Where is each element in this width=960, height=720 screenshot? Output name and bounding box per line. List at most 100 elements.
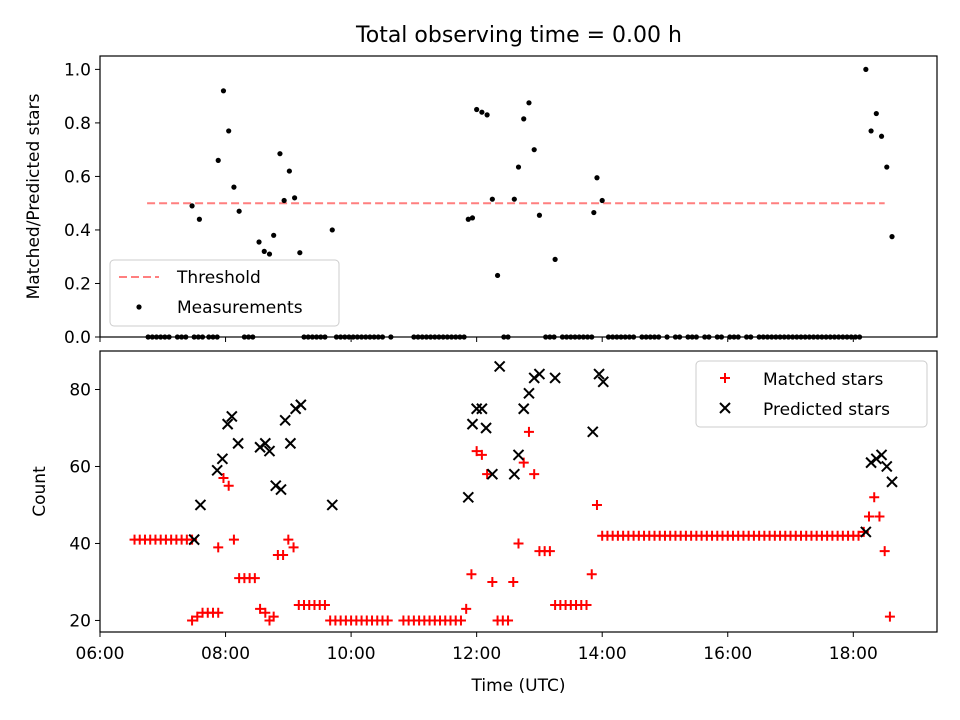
y-tick-label: 60 [69, 457, 91, 477]
x-axis-label: Time (UTC) [471, 676, 566, 696]
predicted-star-point [462, 491, 474, 503]
y-tick-label: 20 [69, 611, 91, 631]
x-tick-label: 18:00 [829, 644, 878, 664]
matched-star-point [255, 603, 266, 614]
predicted-star-point [263, 445, 276, 457]
measurement-point [292, 195, 298, 201]
predicted-star-point [279, 414, 291, 426]
predicted-star-point [508, 468, 521, 480]
measurement-point [863, 66, 869, 72]
x-tick-label: 06:00 [76, 644, 125, 664]
matched-star-point [278, 550, 289, 561]
legend-threshold-label: Threshold [176, 268, 261, 288]
legend-predicted-swatch [719, 402, 731, 414]
matched-star-point [218, 473, 229, 484]
measurement-point [521, 116, 527, 122]
legend-measurement-swatch [136, 304, 142, 310]
matched-star-point [581, 600, 592, 611]
measurement-point [515, 164, 522, 170]
matched-star-point [586, 569, 597, 580]
predicted-star-point [284, 437, 297, 450]
matched-star-point [508, 576, 519, 587]
y-axis-label: Matched/Predicted stars [24, 93, 44, 299]
y-tick-label: 0.4 [64, 221, 91, 241]
legend-predicted-label: Predicted stars [763, 400, 890, 420]
legend-matched-swatch [720, 373, 730, 383]
predicted-star-point [549, 372, 561, 384]
plot-frame [99, 55, 938, 338]
measurement-point [526, 100, 532, 106]
measurement-point [531, 147, 537, 153]
predicted-star-point [295, 399, 307, 411]
measurement-point [511, 196, 517, 202]
measurement-point [231, 184, 237, 190]
y-axis-label: Count [30, 466, 50, 517]
predicted-star-point [232, 437, 244, 450]
measurement-point [189, 203, 195, 209]
x-tick-label: 08:00 [201, 644, 250, 664]
measurement-point [591, 209, 597, 216]
ratio-plot: 0.0 0.2 0.4 0.6 0.8 1.0 Matched/Predicted star… [24, 55, 938, 348]
matched-star-point [869, 492, 880, 503]
matched-star-point [487, 576, 498, 587]
measurement-point [271, 232, 277, 238]
measurement-point [536, 212, 543, 218]
y-tick-label: 0.2 [64, 274, 91, 294]
matched-star-point [476, 449, 487, 460]
measurement-point [868, 128, 874, 134]
measurement-point [281, 197, 287, 204]
matched-star-point [249, 573, 260, 584]
measurement-point [329, 227, 335, 233]
legend: Matched stars Predicted stars [695, 360, 928, 428]
predicted-star-point [512, 449, 525, 461]
predicted-star-point [533, 368, 546, 380]
matched-star-point [228, 534, 239, 545]
measurement-point [469, 215, 476, 221]
y-tick-label: 0.0 [64, 328, 91, 348]
x-tick-label: 12:00 [452, 644, 501, 664]
y-tick-label: 40 [69, 534, 91, 554]
predicted-star-point [597, 376, 609, 388]
measurement-point [277, 151, 283, 157]
matched-star-point [471, 446, 482, 457]
predicted-star-point [593, 368, 605, 380]
measurement-point [489, 196, 495, 202]
measurement-point [474, 106, 480, 113]
matched-star-point [863, 511, 874, 522]
plot-frame [99, 350, 938, 633]
matched-star-point [187, 615, 198, 626]
count-plot: 20 40 60 80 06:00 08:00 10:00 12:00 14:00 16:00 18… [30, 350, 938, 696]
predicted-star-point [326, 499, 338, 511]
measurement-point [884, 164, 890, 170]
measurement-point [889, 234, 895, 240]
x-tick-label: 14:00 [578, 644, 627, 664]
predicted-star-point [493, 360, 506, 373]
measurement-point [215, 157, 221, 163]
measurement-point [220, 88, 227, 94]
matched-star-point [874, 511, 885, 522]
measurement-point [599, 197, 605, 204]
matched-star-point [192, 611, 203, 622]
legend: Threshold Measurements [109, 259, 340, 327]
predicted-star-point [275, 483, 287, 496]
legend-measurement-label: Measurements [177, 298, 303, 318]
measurement-point [465, 216, 471, 222]
x-tick-label: 16:00 [703, 644, 752, 664]
predicted-star-point [860, 526, 872, 538]
matched-star-point [213, 542, 224, 553]
y-tick-label: 1.0 [64, 60, 91, 80]
y-tick-label: 0.6 [64, 167, 91, 187]
matched-star-point [591, 499, 602, 510]
matched-star-point [884, 611, 895, 622]
matched-star-point [319, 600, 330, 611]
matched-star-point [879, 546, 890, 557]
predicted-star-point [486, 468, 499, 480]
predicted-star-point [881, 460, 893, 473]
y-tick-label: 80 [69, 380, 91, 400]
x-tick-label: 10:00 [327, 644, 376, 664]
predicted-star-point [211, 464, 223, 477]
predicted-star-point [221, 418, 234, 430]
matched-star-point [529, 469, 540, 480]
measurement-point [297, 250, 303, 256]
